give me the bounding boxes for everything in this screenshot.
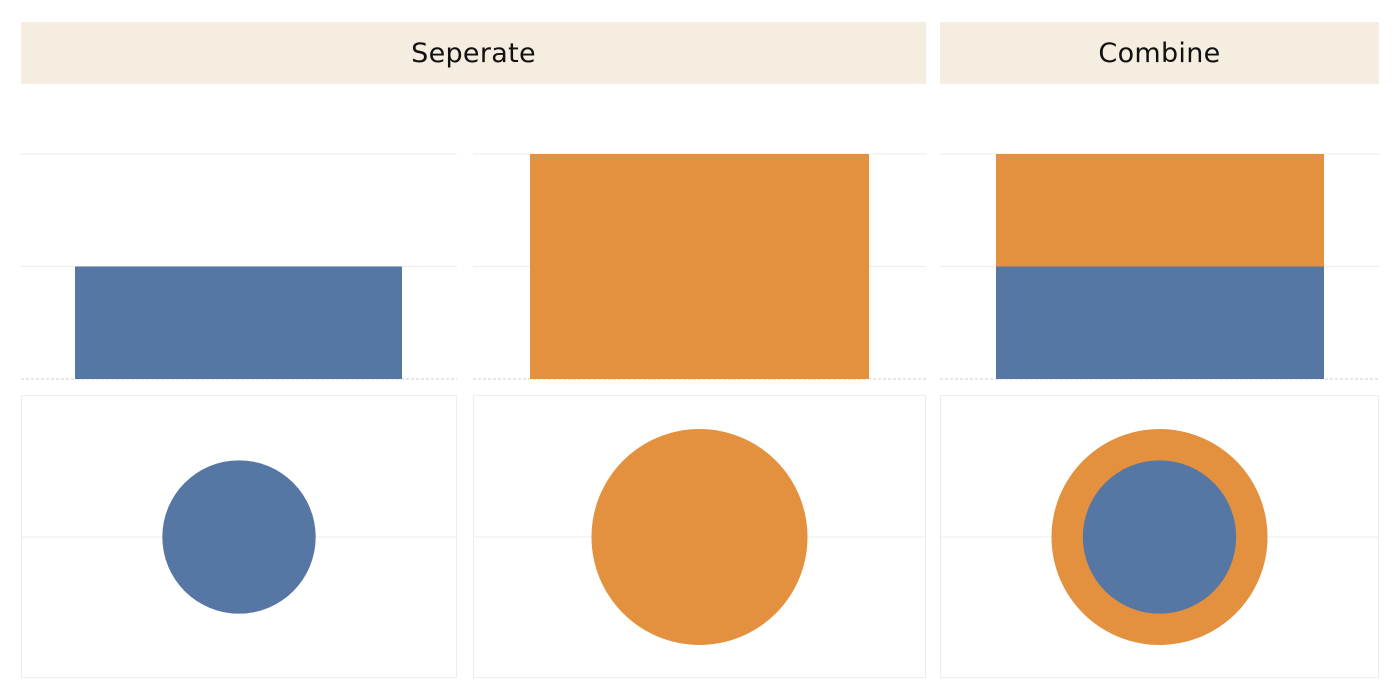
bar-a [75, 266, 402, 379]
circle-b [591, 429, 808, 645]
header-combine-label: Combine [1098, 37, 1221, 69]
header-separate: Seperate [21, 22, 926, 84]
circle-a [162, 460, 316, 614]
stacked-bar-segment-0 [996, 266, 1324, 379]
header-separate-label: Seperate [411, 37, 536, 69]
bar-b [530, 154, 869, 379]
stacked-bar-segment-1 [996, 154, 1324, 267]
header-combine: Combine [940, 22, 1379, 84]
combined-circle-1 [1082, 460, 1237, 614]
